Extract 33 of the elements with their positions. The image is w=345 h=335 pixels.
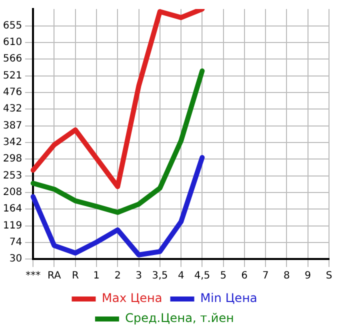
x-tick-label: 2 — [114, 270, 121, 282]
x-tick-label: 4,5 — [194, 270, 210, 282]
x-tick-label: 8 — [284, 270, 290, 282]
x-tick-label: S — [326, 270, 332, 282]
legend-label: Max Цена — [102, 291, 162, 306]
y-tick-label: 119 — [2, 220, 22, 232]
y-tick-label: 521 — [2, 70, 22, 82]
legend-label: Min Цена — [200, 291, 258, 306]
y-tick-label: 298 — [2, 154, 22, 165]
x-tick-label: 3 — [136, 270, 142, 282]
y-tick-label: 476 — [2, 87, 22, 98]
x-tick-label: *** — [26, 270, 41, 282]
y-tick-label: 566 — [2, 54, 22, 65]
x-tick-label: 3,5 — [152, 270, 168, 282]
x-tick-label: RA — [48, 270, 62, 282]
y-tick-label: 342 — [2, 137, 22, 148]
y-tick-label: 432 — [2, 104, 22, 115]
y-tick-label: 208 — [2, 187, 22, 198]
x-tick-label: 9 — [304, 270, 312, 282]
x-tick-label: R — [72, 270, 79, 282]
x-tick-label: 7 — [262, 270, 269, 282]
y-tick-label: 387 — [2, 120, 22, 132]
x-tick-label: 5 — [220, 270, 227, 282]
legend-label: Сред.Цена, т.йен — [125, 311, 234, 326]
y-tick-label: 610 — [2, 37, 22, 48]
x-tick-label: 6 — [241, 270, 248, 282]
x-tick-label: 4 — [178, 270, 184, 282]
y-tick-label: 253 — [2, 170, 22, 182]
x-tick-label: 1 — [93, 270, 100, 282]
y-tick-label: 74 — [9, 237, 22, 248]
y-tick-label: 30 — [9, 254, 22, 265]
y-tick-label: 655 — [2, 20, 22, 32]
y-tick-label: 164 — [2, 204, 22, 215]
